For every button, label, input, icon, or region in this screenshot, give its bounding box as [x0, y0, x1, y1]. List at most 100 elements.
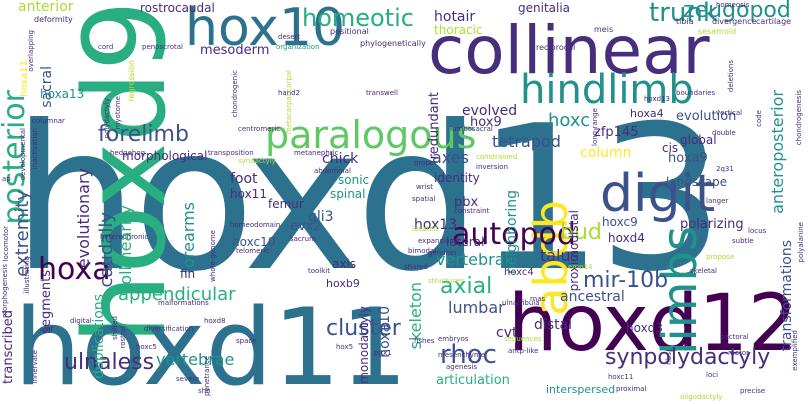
word-subtle: subtle — [732, 237, 754, 245]
word-fishes: fishes — [414, 337, 435, 345]
word-cmt: cmt — [40, 325, 54, 333]
word-boundaries: boundaries — [676, 89, 716, 97]
word-foot: foot — [230, 171, 258, 187]
word-innervate: innervate — [31, 350, 39, 384]
word-homeotic: homeotic — [302, 4, 414, 32]
word-centromeric: centromeric — [238, 125, 281, 133]
word-forearms: forearms — [179, 202, 198, 274]
word-column: column — [580, 145, 632, 161]
word-reciprocal: reciprocal — [536, 43, 576, 52]
word-located: located — [412, 225, 438, 233]
word-talus: talus — [540, 246, 579, 265]
word-phylogenetically: phylogenetically — [360, 39, 426, 48]
word-hand2: hand2 — [278, 89, 301, 97]
word-hoxd13-small: hoxd13 — [644, 95, 670, 103]
word-rostrocaudal: rostrocaudal — [140, 1, 215, 15]
word-hoxc9: hoxc9 — [602, 215, 638, 229]
word-interspersed: interspersed — [546, 383, 616, 396]
word-heterochronic: heterochronic — [100, 233, 149, 241]
word-hox11: hox11 — [230, 187, 267, 201]
word-toolkit: toolkit — [308, 267, 330, 275]
word-hoxc11: hoxc11 — [608, 373, 634, 381]
word-illustrating: illustrating — [23, 256, 31, 294]
word-deletions: deletions — [727, 60, 735, 93]
word-embryos: embryos — [438, 335, 469, 343]
word-transwell: transwell — [366, 89, 398, 97]
word-antp-like: antp-like — [508, 347, 539, 355]
word-caudally: caudally — [96, 212, 117, 288]
word-telomeric: telomeric — [236, 247, 270, 255]
word-fin: fin — [180, 267, 196, 281]
word-hox13: hox13 — [414, 217, 458, 233]
word-identity: identity — [434, 171, 480, 185]
word-mir10b: mir-10b — [583, 268, 669, 293]
word-motor: motor — [728, 349, 750, 357]
word-overlapping: overlapping — [27, 30, 35, 72]
word-hoxa4: hoxa4 — [630, 107, 664, 120]
word-distal: distal — [534, 317, 573, 333]
word-spatial: spatial — [412, 195, 436, 203]
word-long-range: long-range — [591, 108, 599, 146]
word-whole-genome: whole-genome — [209, 230, 217, 282]
word-tetrapod: tetrapod — [492, 132, 561, 151]
word-autopod: autopod — [452, 217, 576, 252]
word-positional: positional — [330, 27, 369, 36]
word-proximodistal: proximodistal — [567, 210, 581, 292]
word-neighboring: neighboring — [504, 190, 520, 274]
word-penoscrotal: penoscrotal — [142, 43, 183, 51]
word-proper: proper — [414, 159, 438, 167]
word-meis: meis — [594, 25, 614, 34]
word-shared: shared — [404, 263, 428, 271]
word-hoxb9: hoxb9 — [326, 277, 360, 290]
word-diversification: diversification — [144, 325, 194, 333]
word-abdominal: abdominal — [314, 167, 351, 175]
word-metacarpal-carpal: metacarpal-carpal — [285, 70, 293, 135]
word-monodactyly: monodactyly — [357, 306, 371, 384]
word-locus: locus — [748, 227, 767, 235]
word-hoxc5: hoxc5 — [136, 343, 157, 351]
word-bud: bud — [560, 220, 602, 245]
word-gli3: gli3 — [308, 209, 334, 225]
word-sonic: sonic — [338, 173, 370, 187]
word-evolutionary: evolutionary — [74, 168, 93, 269]
word-tibia: tibia — [676, 17, 694, 26]
word-duplications: duplications — [91, 294, 107, 379]
word-deformity: deformity — [34, 15, 73, 24]
word-genitalia: genitalia — [518, 1, 571, 15]
word-double: double — [712, 129, 736, 137]
word-space: space — [236, 337, 257, 345]
word-cvt: cvt — [496, 325, 518, 341]
word-organization: organization — [276, 43, 320, 51]
word-hoxd8: hoxd8 — [204, 317, 226, 325]
word-thoracic: thoracic — [434, 23, 483, 37]
word-hoxd4: hoxd4 — [608, 231, 645, 245]
word-ap: ap — [2, 175, 11, 183]
word-zfp145: zfp145 — [594, 125, 639, 140]
word-synpolydactyly: synpolydactyly — [605, 345, 771, 370]
word-structures: structures — [428, 277, 464, 285]
word-ulnaless: ulnaless — [64, 350, 155, 375]
word-chick: chick — [322, 151, 359, 167]
word-developmental: developmental — [19, 128, 27, 181]
word-paralogous: paralogous — [265, 113, 477, 157]
word-constrained: constrained — [476, 153, 518, 161]
word-constraint: constraint — [454, 207, 490, 215]
word-wrist: wrist — [416, 183, 433, 191]
word-rnas: rnas — [530, 295, 546, 303]
word-2q31: 2q31 — [716, 165, 734, 173]
word-anterior: anterior — [18, 0, 74, 15]
word-hox5: hox5 — [336, 343, 354, 351]
word-hotair: hotair — [434, 9, 476, 25]
word-forelimb: forelimb — [98, 122, 189, 147]
word-zeugopod: zeugopod — [683, 0, 791, 23]
word-hoxa: hoxa — [38, 252, 111, 287]
word-loci: loci — [706, 371, 719, 379]
word-hoxa9: hoxa9 — [668, 151, 708, 166]
word-severe: severe — [176, 375, 200, 383]
word-transcribed: transcribed — [1, 310, 16, 385]
word-trunk: trunk — [649, 0, 718, 28]
word-ulnarfibula: ulnarfibula — [502, 299, 540, 307]
word-expansions: expansions — [418, 237, 458, 245]
word-digital: digital — [70, 317, 92, 325]
